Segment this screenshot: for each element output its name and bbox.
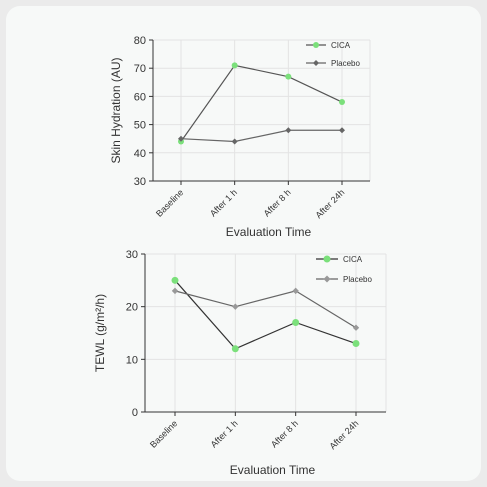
series-cica [171,276,360,353]
y-tick-label: 50 [134,120,146,132]
y-tick-label: 10 [126,354,138,366]
y-tick-label: 30 [126,249,138,261]
y-axis-title: Skin Hydration (AU) [109,57,123,163]
data-point [231,345,239,353]
data-point [178,135,184,142]
series-placebo [171,287,360,331]
x-axis-title: Evaluation Time [230,463,316,477]
series-cica [178,62,345,145]
data-point [232,303,239,310]
data-point [231,62,238,69]
data-point [171,287,179,295]
chart-card [6,6,481,481]
x-tick-label: Baseline [148,418,179,449]
legend-marker [313,60,319,66]
data-point [285,127,292,134]
x-tick-label: After 24h [328,418,361,451]
x-tick-label: After 24h [314,187,347,220]
data-point [292,287,299,295]
data-point [285,73,292,80]
y-axis-title: TEWL (g/m²/h) [93,294,107,372]
y-tick-label: 70 [134,63,146,75]
data-point [352,324,360,331]
y-tick-label: 80 [134,35,146,47]
chart-skin-hydration: 30 40 50 60 70 80 Baseline After 1 h After 8 h Af… [109,35,371,239]
x-tick-label: After 8 h [269,418,300,449]
legend: CICA Placebo [306,41,360,68]
y-tick-label: 40 [134,148,146,160]
legend-label: Placebo [343,275,372,284]
series-line [180,64,343,142]
data-point [339,127,345,134]
y-tick-label: 20 [126,302,138,314]
x-tick-label: After 1 h [208,187,239,218]
legend-label: Placebo [331,59,360,68]
x-tick-label: After 8 h [262,187,293,218]
data-point [231,138,238,145]
data-point [171,276,179,284]
series-placebo [178,127,345,145]
y-tick-label: 30 [134,176,146,188]
data-point [352,340,360,348]
data-point [292,318,300,326]
series-line [174,279,357,350]
series-line [174,290,357,329]
y-tick-label: 0 [132,407,138,419]
legend-label: CICA [343,255,363,264]
legend-marker [313,42,319,48]
legend-marker [323,255,331,263]
x-tick-label: Baseline [154,187,185,218]
data-point [339,99,345,106]
x-axis-title: Evaluation Time [226,225,312,239]
legend-marker [323,275,331,283]
x-tick-label: After 1 h [209,418,240,449]
series-line [180,129,342,143]
y-tick-label: 60 [134,91,146,103]
chart-tewl: 0 10 20 30 Baseline After 1 h After 8 h After 2… [93,249,387,477]
legend-label: CICA [331,41,351,50]
legend: CICA Placebo [316,255,372,284]
